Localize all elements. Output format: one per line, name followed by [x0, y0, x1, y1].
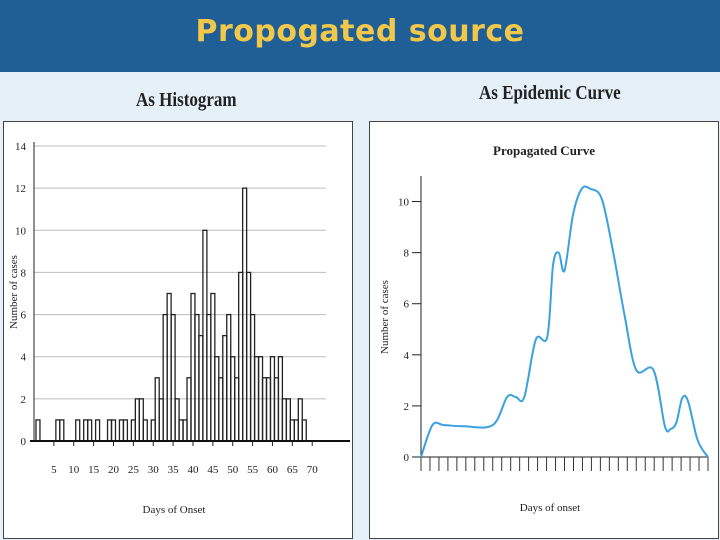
- histogram-y-tick-label: 8: [21, 267, 27, 279]
- histogram-caption: As Histogram: [136, 89, 237, 111]
- page-title: Propogated source: [195, 14, 525, 49]
- histogram-x-tick-label: 45: [207, 464, 219, 476]
- curve-y-tick-label: 0: [404, 452, 410, 464]
- histogram-x-tick-label: 55: [247, 464, 259, 476]
- histogram-x-tick-label: 5: [51, 464, 57, 476]
- histogram-y-tick-label: 12: [15, 183, 26, 195]
- histogram-x-axis-title: Days of Onset: [143, 504, 206, 516]
- histogram-bar: [122, 419, 129, 442]
- curve-x-axis-title: Days of onset: [520, 502, 581, 514]
- epidemic-curve-panel: Propagated Curve 0 2 4 6 8 10 Days of onset Numb…: [369, 121, 719, 539]
- curve-y-tick-label: 6: [404, 299, 410, 311]
- histogram-chart: 0 2 4 6 8 10 12 14 5 10 15 20 25 30 35 40 45 50 55 60 65 70 Da…: [8, 141, 350, 516]
- curve-y-axis-title: Number of cases: [379, 280, 391, 354]
- histogram-y-tick-label: 6: [21, 310, 27, 322]
- histogram-y-tick-label: 10: [15, 225, 27, 237]
- histogram-y-tick-label: 14: [15, 141, 27, 153]
- histogram-bar: [35, 419, 41, 442]
- histogram-y-tick-label: 2: [21, 394, 27, 406]
- histogram-x-tick-label: 65: [287, 464, 299, 476]
- histogram-x-tick-label: 30: [148, 464, 160, 476]
- histogram-x-tick-label: 25: [128, 464, 140, 476]
- histogram-x-tick-label: 40: [187, 464, 199, 476]
- histogram-x-tick-label: 60: [267, 464, 279, 476]
- histogram-bar: [87, 419, 93, 442]
- curve-y-tick-label: 10: [398, 197, 410, 209]
- curve-y-tick-label: 2: [404, 401, 410, 413]
- histogram-bar: [142, 419, 148, 442]
- curve-y-tick-label: 4: [404, 350, 410, 362]
- epidemic-curve-caption: As Epidemic Curve: [479, 82, 621, 104]
- histogram-x-tick-label: 50: [227, 464, 239, 476]
- histogram-panel: 0 2 4 6 8 10 12 14 5 10 15 20 25 30 35 40 45 50 55 60 65 70 Da…: [3, 121, 353, 539]
- histogram-x-tick-label: 70: [307, 464, 319, 476]
- histogram-x-tick-label: 15: [88, 464, 100, 476]
- histogram-bar: [301, 419, 307, 442]
- curve-y-tick-label: 8: [404, 248, 410, 260]
- histogram-bar: [59, 419, 65, 442]
- epidemic-curve-chart: Propagated Curve 0 2 4 6 8 10 Days of onset Numb…: [379, 143, 709, 514]
- histogram-bar: [110, 419, 117, 442]
- histogram-x-tick-label: 20: [108, 464, 120, 476]
- histogram-x-tick-label: 35: [168, 464, 180, 476]
- histogram-y-tick-label: 0: [21, 436, 27, 448]
- histogram-y-axis-title: Number of cases: [8, 255, 20, 329]
- curve-chart-title: Propagated Curve: [493, 143, 595, 158]
- histogram-x-tick-label: 10: [68, 464, 80, 476]
- header-bar: Propogated source: [0, 0, 720, 72]
- epidemic-curve-line: [420, 185, 709, 458]
- histogram-y-tick-label: 4: [21, 352, 27, 364]
- histogram-bar: [75, 419, 81, 442]
- histogram-bar: [94, 419, 101, 442]
